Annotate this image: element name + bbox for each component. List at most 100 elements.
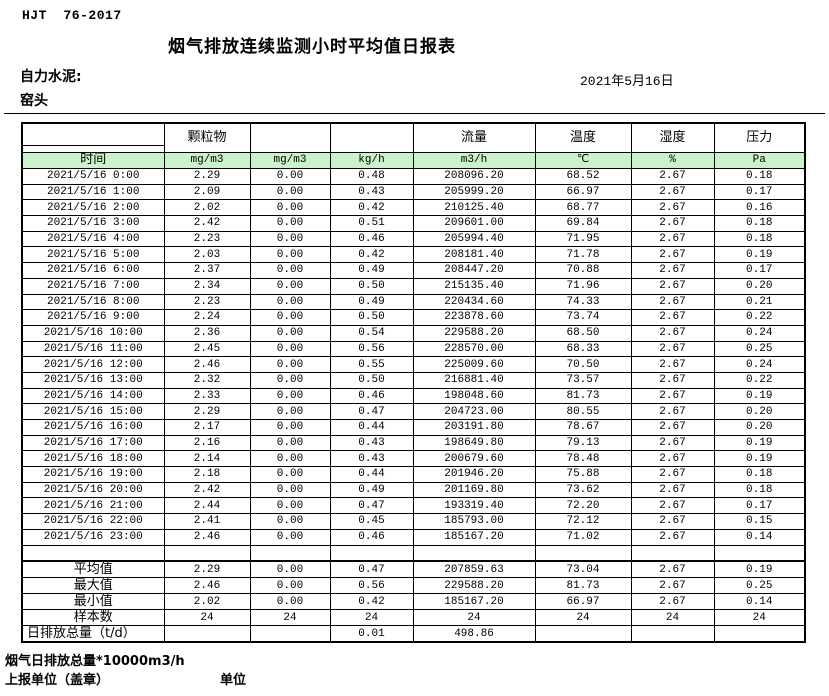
report-table: 颗粒物 流量 温度 湿度 压力 时间 mg/m3 mg/m3 kg/h m3/h ℃% Pa 2021… bbox=[21, 122, 806, 644]
header-cell: 温度 bbox=[534, 122, 632, 153]
header-cell bbox=[249, 122, 331, 153]
value-cell: 2.67 bbox=[630, 340, 715, 358]
value-cell: 2.16 bbox=[163, 434, 251, 452]
value-cell: 215135.40 bbox=[412, 277, 536, 295]
summary-value-cell bbox=[249, 625, 331, 643]
time-cell: 2021/5/16 0:00 bbox=[21, 168, 165, 185]
value-cell: 200679.60 bbox=[412, 450, 536, 468]
value-cell: 0.00 bbox=[249, 513, 331, 530]
value-cell: 71.02 bbox=[534, 528, 632, 546]
value-cell: 2.36 bbox=[163, 324, 251, 342]
table-row: 2021/5/16 11:00 2.45 0.00 0.56 228570.00 68.3… bbox=[21, 340, 806, 358]
value-cell: 2.03 bbox=[163, 246, 251, 264]
summary-value-cell: 0.19 bbox=[713, 560, 806, 579]
time-cell: 2021/5/16 16:00 bbox=[21, 419, 165, 436]
value-cell: 0.00 bbox=[249, 168, 331, 185]
value-cell: 0.16 bbox=[713, 199, 806, 217]
value-cell: 71.95 bbox=[534, 230, 632, 248]
value-cell: 2.29 bbox=[163, 168, 251, 185]
value-cell: 0.55 bbox=[329, 356, 414, 373]
value-cell: 71.78 bbox=[534, 246, 632, 264]
footnote-total-flow: 烟气日排放总量*10000m3/h bbox=[5, 654, 185, 669]
summary-value-cell: 207859.63 bbox=[412, 560, 536, 579]
table-row-units: 时间 mg/m3 mg/m3 kg/h m3/h ℃% Pa bbox=[21, 152, 806, 169]
value-cell: 0.22 bbox=[713, 309, 806, 326]
value-cell: 205994.40 bbox=[412, 230, 536, 248]
table-row-summary: 平均值 2.29 0.00 0.47 207859.63 73.04 2.67 0.19 bbox=[21, 560, 806, 579]
summary-value-cell: 81.73 bbox=[534, 577, 632, 595]
value-cell: 0.50 bbox=[329, 371, 414, 389]
table-row: 2021/5/16 6:00 2.37 0.00 0.49 208447.20 70.88… bbox=[21, 262, 806, 279]
value-cell: 0.17 bbox=[713, 497, 806, 515]
value-cell: 0.00 bbox=[249, 481, 331, 499]
unit-cell: Pa bbox=[713, 152, 806, 169]
value-cell: 193319.40 bbox=[412, 497, 536, 515]
summary-value-cell: 0.56 bbox=[329, 577, 414, 595]
time-cell: 2021/5/16 23:00 bbox=[21, 528, 165, 546]
value-cell: 0.20 bbox=[713, 403, 806, 420]
summary-value-cell: 24 bbox=[163, 609, 251, 627]
value-cell: 79.13 bbox=[534, 434, 632, 452]
time-cell: 2021/5/16 2:00 bbox=[21, 199, 165, 217]
standard-number: HJT 76-2017 bbox=[22, 8, 122, 23]
value-cell: 208181.40 bbox=[412, 246, 536, 264]
value-cell: 0.17 bbox=[713, 262, 806, 279]
horizontal-rule bbox=[4, 113, 825, 114]
summary-value-cell: 24 bbox=[249, 609, 331, 627]
value-cell: 0.00 bbox=[249, 434, 331, 452]
summary-value-cell bbox=[534, 625, 632, 643]
summary-value-cell: 0.00 bbox=[249, 577, 331, 595]
time-cell: 2021/5/16 14:00 bbox=[21, 387, 165, 405]
value-cell: 2.23 bbox=[163, 293, 251, 311]
value-cell: 2.45 bbox=[163, 340, 251, 358]
time-cell: 2021/5/16 4:00 bbox=[21, 230, 165, 248]
header-cell: 湿度 bbox=[630, 122, 715, 153]
summary-value-cell bbox=[163, 625, 251, 643]
value-cell: 225009.60 bbox=[412, 356, 536, 373]
value-cell: 2.67 bbox=[630, 246, 715, 264]
value-cell: 72.20 bbox=[534, 497, 632, 515]
value-cell: 0.00 bbox=[249, 215, 331, 232]
table-row-summary: 样本数 24 24 24 24 24 24 24 bbox=[21, 609, 806, 627]
summary-value-cell bbox=[713, 625, 806, 643]
value-cell: 2.42 bbox=[163, 215, 251, 232]
time-cell: 2021/5/16 7:00 bbox=[21, 277, 165, 295]
value-cell: 2.67 bbox=[630, 434, 715, 452]
value-cell: 75.88 bbox=[534, 466, 632, 483]
value-cell: 220434.60 bbox=[412, 293, 536, 311]
table-row-summary: 最小值 2.02 0.00 0.42 185167.20 66.97 2.67 0.14 bbox=[21, 593, 806, 611]
table-row-summary: 日排放总量（t/d） 0.01 498.86 bbox=[21, 625, 806, 643]
value-cell: 0.00 bbox=[249, 230, 331, 248]
value-cell: 0.46 bbox=[329, 387, 414, 405]
value-cell: 228570.00 bbox=[412, 340, 536, 358]
value-cell: 73.74 bbox=[534, 309, 632, 326]
value-cell: 0.17 bbox=[713, 183, 806, 201]
table-row: 2021/5/16 12:00 2.46 0.00 0.55 225009.60 70.5… bbox=[21, 356, 806, 373]
value-cell: 210125.40 bbox=[412, 199, 536, 217]
value-cell: 2.67 bbox=[630, 277, 715, 295]
value-cell: 2.67 bbox=[630, 168, 715, 185]
value-cell: 2.09 bbox=[163, 183, 251, 201]
summary-value-cell: 24 bbox=[412, 609, 536, 627]
value-cell: 2.67 bbox=[630, 466, 715, 483]
value-cell: 2.24 bbox=[163, 309, 251, 326]
value-cell: 73.57 bbox=[534, 371, 632, 389]
summary-value-cell: 2.29 bbox=[163, 560, 251, 579]
summary-value-cell: 0.00 bbox=[249, 560, 331, 579]
header-cell: 颗粒物 bbox=[163, 122, 251, 153]
table-row: 2021/5/16 17:00 2.16 0.00 0.43 198649.80 79.1… bbox=[21, 434, 806, 452]
value-cell: 0.00 bbox=[249, 528, 331, 546]
value-cell: 0.00 bbox=[249, 262, 331, 279]
value-cell: 78.48 bbox=[534, 450, 632, 468]
time-cell: 2021/5/16 20:00 bbox=[21, 481, 165, 499]
unit-cell: mg/m3 bbox=[163, 152, 251, 169]
value-cell: 2.67 bbox=[630, 497, 715, 515]
value-cell: 0.21 bbox=[713, 293, 806, 311]
value-cell: 0.19 bbox=[713, 434, 806, 452]
value-cell: 0.00 bbox=[249, 356, 331, 373]
table-row: 2021/5/16 2:00 2.02 0.00 0.42 210125.40 68.77… bbox=[21, 199, 806, 217]
table-row: 2021/5/16 19:00 2.18 0.00 0.44 201946.20 75.8… bbox=[21, 466, 806, 483]
value-cell: 2.32 bbox=[163, 371, 251, 389]
summary-value-cell: 2.67 bbox=[630, 560, 715, 579]
table-row-group-header: 颗粒物 流量 温度 湿度 压力 bbox=[21, 122, 806, 153]
